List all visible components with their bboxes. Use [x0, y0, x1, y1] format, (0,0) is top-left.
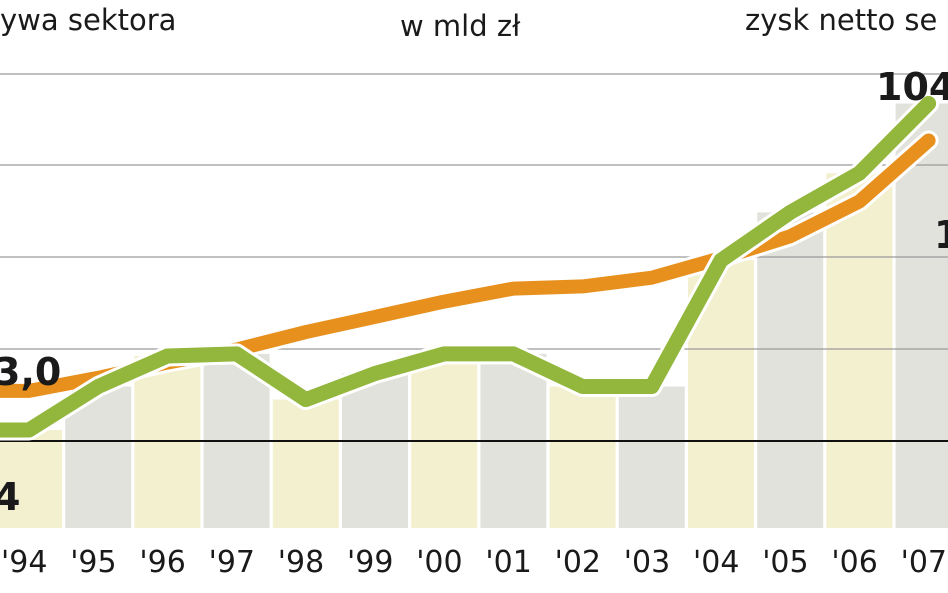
tick-label-01: '01	[485, 545, 531, 580]
bar-94	[0, 430, 62, 528]
right-series-header: zysk netto se	[745, 3, 937, 37]
tick-label-98: '98	[278, 545, 324, 580]
bars-layer	[0, 103, 948, 529]
tick-label-97: '97	[209, 545, 255, 580]
series-line-2	[0, 96, 937, 438]
tick-label-05: '05	[762, 545, 808, 580]
tick-label-03: '03	[624, 545, 670, 580]
tick-label-02: '02	[555, 545, 601, 580]
left-value-bottom: 4	[0, 475, 20, 519]
tick-label-96: '96	[139, 545, 185, 580]
tick-label-99: '99	[347, 545, 393, 580]
lines-layer	[0, 93, 940, 441]
bar-06	[826, 173, 893, 528]
chart-title: w mld zł	[400, 9, 521, 43]
tick-label-00: '00	[416, 545, 462, 580]
bar-03	[618, 386, 685, 528]
bar-98	[272, 399, 339, 528]
tick-label-04: '04	[693, 545, 739, 580]
right-value-top: 104	[876, 65, 948, 109]
left-series-header: ywa sektora	[0, 3, 176, 37]
bar-02	[549, 386, 616, 528]
tick-label-95: '95	[70, 545, 116, 580]
right-value-mid: 1	[934, 213, 948, 257]
bar-96	[134, 356, 201, 528]
left-value-top: 3,0	[0, 350, 61, 394]
tick-label-07: '07	[901, 545, 947, 580]
x-axis-ticks: '94 '95 '96 '97 '98 '99 '00 '01 '02 '03 '04 '05 '06 '…	[1, 545, 947, 580]
tick-label-06: '06	[831, 545, 877, 580]
bar-05	[757, 212, 824, 529]
bar-99	[342, 373, 408, 528]
tick-label-94: '94	[1, 545, 47, 580]
